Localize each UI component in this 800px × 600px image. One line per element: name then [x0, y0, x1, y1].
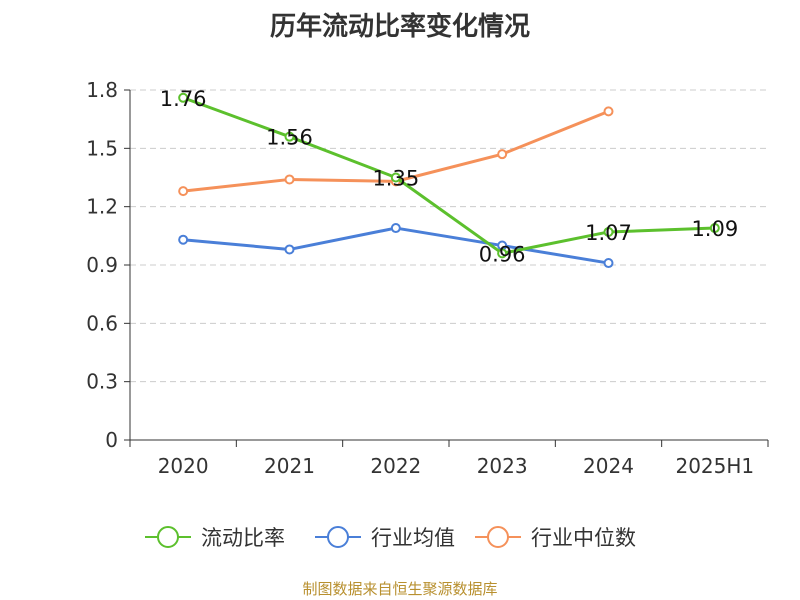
chart-title: 历年流动比率变化情况	[269, 12, 530, 42]
x-tick-label: 2023	[477, 454, 528, 478]
x-tick-label: 2022	[370, 454, 421, 478]
y-tick-label: 1.8	[86, 78, 118, 102]
data-point	[178, 186, 189, 197]
legend-item: 行业中位数	[475, 526, 636, 550]
y-tick-label: 0.9	[86, 253, 118, 277]
data-label: 1.09	[691, 217, 738, 241]
y-tick-label: 0.6	[86, 311, 118, 335]
legend-label: 行业中位数	[531, 526, 636, 550]
data-label: 1.07	[585, 221, 632, 245]
y-tick-label: 0	[105, 428, 118, 452]
data-label: 1.56	[266, 126, 313, 150]
legend-label: 流动比率	[201, 526, 285, 550]
x-tick-label: 2020	[158, 454, 209, 478]
data-point	[284, 131, 295, 142]
data-point	[603, 226, 614, 237]
data-label: 1.35	[372, 167, 419, 191]
data-label: 1.76	[160, 87, 207, 111]
y-tick-label: 1.2	[86, 195, 118, 219]
series-layer	[178, 92, 720, 269]
data-point	[709, 223, 720, 234]
axes: 0 0.3 0.6 0.9 1.2 1.5 1.8 2020 2021 2022 2023 2024 2…	[86, 78, 769, 478]
data-point	[178, 234, 189, 245]
x-tick-label: 2025H1	[675, 454, 754, 478]
y-tick-label: 1.5	[86, 136, 118, 160]
grid-lines	[130, 89, 768, 383]
data-point	[603, 106, 614, 117]
y-tick-label: 0.3	[86, 370, 118, 394]
data-point	[497, 248, 508, 259]
data-point	[284, 174, 295, 185]
data-point	[178, 92, 189, 103]
legend-marker	[327, 526, 349, 548]
legend-item: 流动比率	[145, 526, 285, 550]
source-note: 制图数据来自恒生聚源数据库	[302, 580, 498, 598]
data-labels: 1.76 1.56 1.35 0.96 1.07 1.09	[160, 87, 738, 267]
legend: 流动比率 行业均值 行业中位数	[145, 526, 636, 550]
data-point	[603, 258, 614, 269]
data-point	[497, 149, 508, 160]
x-tick-label: 2024	[583, 454, 634, 478]
data-label: 0.96	[479, 242, 526, 266]
legend-label: 行业均值	[371, 526, 455, 550]
data-point	[390, 172, 401, 183]
legend-marker	[157, 526, 179, 548]
legend-item: 行业均值	[315, 526, 455, 550]
legend-marker	[487, 526, 509, 548]
series-line-0	[182, 96, 715, 255]
data-point	[390, 223, 401, 234]
data-point	[284, 244, 295, 255]
x-tick-label: 2021	[264, 454, 315, 478]
